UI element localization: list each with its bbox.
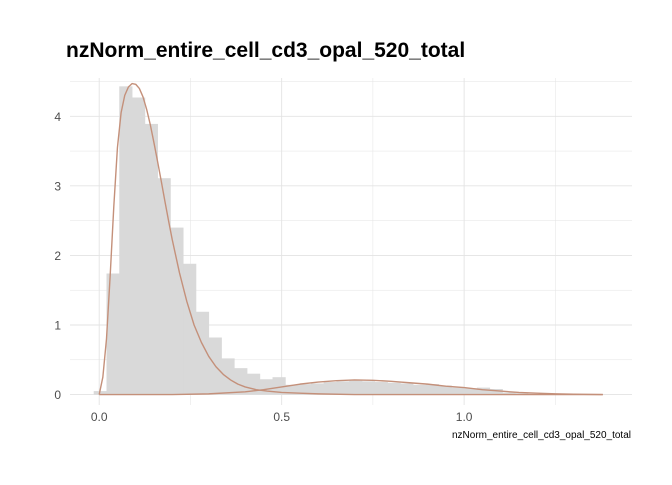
histogram-bar	[132, 97, 146, 395]
histogram-bar	[476, 387, 491, 395]
histogram-bar	[298, 384, 312, 395]
tick-labels: 0.0 0.5 1.0 0 1 2 3 4	[54, 110, 472, 424]
histogram-bar	[323, 382, 337, 395]
y-tick-label: 0	[54, 388, 61, 402]
x-axis-label: nzNorm_entire_cell_cd3_opal_520_total	[452, 430, 631, 441]
histogram-bar	[489, 388, 503, 395]
histogram-bar	[183, 263, 197, 395]
histogram-bar	[336, 381, 350, 395]
histogram-bar	[285, 384, 299, 395]
histogram-bar	[157, 178, 171, 395]
histogram-bar	[195, 311, 210, 395]
density-curve-line	[98, 82, 603, 396]
density-curve-line	[99, 379, 603, 396]
histogram-bar	[451, 387, 465, 395]
y-tick-label: 1	[54, 318, 61, 332]
histogram-bar	[310, 383, 325, 395]
histogram-bar	[349, 380, 363, 395]
histogram-bar	[221, 358, 235, 395]
x-tick-label: 1.0	[456, 410, 473, 424]
histogram-bar	[425, 384, 439, 395]
y-tick-label: 4	[54, 110, 61, 124]
histogram-bar	[234, 368, 248, 395]
histogram-bar	[170, 227, 184, 395]
y-tick-label: 2	[54, 249, 61, 263]
histogram-bar	[361, 381, 376, 395]
histogram-bar	[144, 123, 158, 395]
histogram-bar	[464, 388, 478, 395]
chart-title: nzNorm_entire_cell_cd3_opal_520_total	[66, 39, 465, 62]
histogram-bar	[119, 86, 133, 395]
histogram-bar	[374, 382, 388, 395]
histogram-bars	[93, 86, 542, 395]
histogram-bar	[106, 273, 120, 395]
histogram-bar	[438, 385, 452, 395]
histogram-bar	[387, 382, 401, 395]
x-tick-label: 0.5	[273, 410, 290, 424]
x-tick-label: 0.0	[91, 410, 108, 424]
histogram-bar	[400, 383, 414, 395]
density-curves	[98, 82, 603, 396]
histogram-bar	[259, 379, 273, 395]
histogram-bar	[502, 392, 516, 395]
y-tick-label: 3	[54, 179, 61, 193]
histogram-bar	[93, 391, 107, 395]
histogram-bar	[413, 384, 427, 395]
histogram-bar	[272, 377, 286, 395]
